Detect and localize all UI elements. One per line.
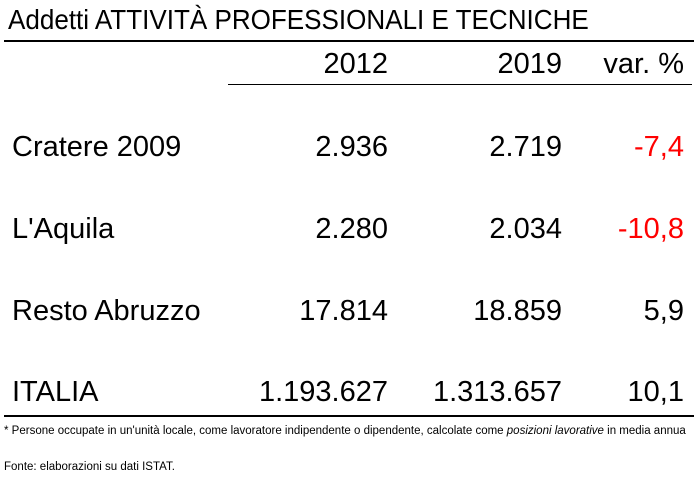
row-laquila-variation: -10,8 — [617, 213, 684, 245]
header-rule — [228, 84, 692, 85]
footnote-emphasis: posizioni lavorative — [506, 425, 604, 437]
row-resto-abruzzo-value-2012: 17.814 — [299, 295, 388, 327]
row-italia-value-2019: 1.313.657 — [432, 376, 562, 408]
source-note: Fonte: elaborazioni su dati ISTAT. — [4, 461, 175, 473]
header-var-percent: var. % — [603, 48, 684, 80]
footnote-text-start: * Persone occupate in un'unità locale, c… — [4, 425, 507, 437]
row-label-resto-abruzzo: Resto Abruzzo — [12, 295, 201, 327]
row-cratere-2009-variation: -7,4 — [634, 131, 684, 163]
table-title: Addetti ATTIVITÀ PROFESSIONALI E TECNICH… — [8, 4, 589, 35]
top-rule — [4, 40, 694, 42]
row-laquila-value-2019: 2.034 — [489, 213, 562, 245]
row-resto-abruzzo-value-2019: 18.859 — [473, 295, 562, 327]
row-resto-abruzzo-variation: 5,9 — [643, 295, 684, 327]
row-cratere-2009-value-2019: 2.719 — [489, 131, 562, 163]
header-2019: 2019 — [497, 48, 562, 80]
row-laquila-value-2012: 2.280 — [315, 213, 388, 245]
bottom-rule — [4, 415, 694, 417]
row-label-laquila: L'Aquila — [12, 213, 115, 245]
row-italia-value-2012: 1.193.627 — [258, 376, 388, 408]
footnote: * Persone occupate in un'unità locale, c… — [4, 424, 694, 439]
header-2012: 2012 — [323, 48, 388, 80]
row-label-cratere-2009: Cratere 2009 — [12, 131, 182, 163]
footnote-text-end: in media annua — [603, 425, 686, 437]
row-label-italia: ITALIA — [12, 376, 99, 408]
row-italia-variation: 10,1 — [627, 376, 684, 408]
row-cratere-2009-value-2012: 2.936 — [315, 131, 388, 163]
